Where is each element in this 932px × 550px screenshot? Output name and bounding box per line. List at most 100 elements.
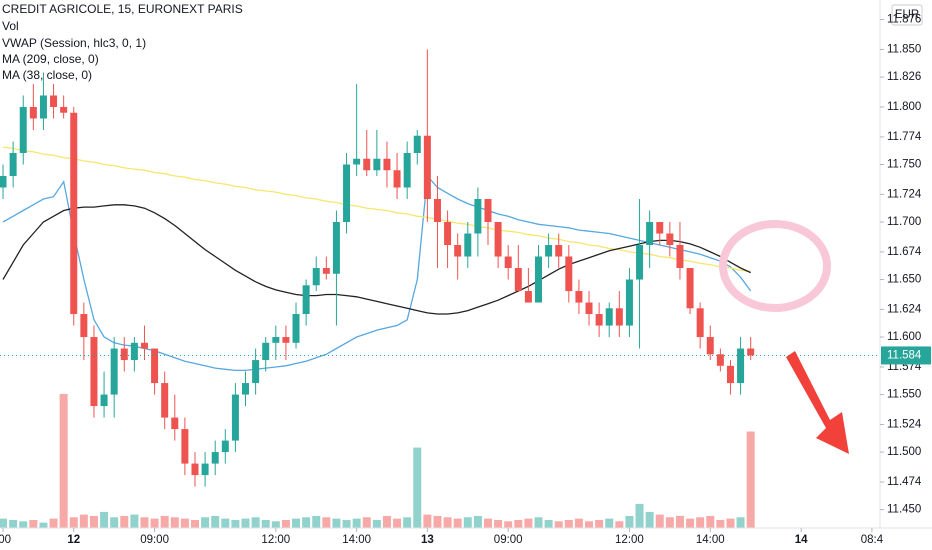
- y-tick-label: 11.826: [887, 71, 921, 83]
- indicator-line: [2, 174, 752, 372]
- volume-bar: [686, 518, 695, 528]
- volume-bar: [160, 515, 169, 528]
- volume-bar: [625, 515, 634, 528]
- candle-body: [332, 222, 340, 274]
- x-tick-label: 12:00: [261, 534, 290, 546]
- volume-bar: [100, 511, 109, 528]
- volume-bar: [382, 515, 391, 528]
- y-tick-label: 11.650: [887, 274, 921, 286]
- candle-body: [171, 417, 179, 430]
- candle-body: [110, 348, 118, 395]
- volume-bar: [0, 518, 8, 528]
- volume-bar: [655, 514, 664, 528]
- volume-bar: [746, 431, 755, 528]
- volume-bar: [372, 519, 381, 528]
- volume-bar: [302, 517, 311, 528]
- volume-bar: [504, 521, 513, 528]
- volume-bar: [201, 517, 210, 528]
- candle-body: [211, 452, 219, 464]
- candle-body: [221, 440, 229, 453]
- volume-bar: [726, 518, 735, 528]
- y-tick-label: 11.500: [887, 446, 921, 458]
- volume-bar: [595, 519, 604, 528]
- volume-bar: [585, 521, 594, 528]
- volume-bar: [696, 517, 705, 528]
- candle-body: [625, 279, 633, 326]
- x-tick-label: :00: [0, 534, 11, 546]
- candle-body: [575, 291, 583, 303]
- volume-bar: [706, 515, 715, 528]
- candle-body: [423, 135, 431, 200]
- volume-bar: [403, 517, 412, 528]
- candle-body: [494, 222, 502, 257]
- candle-body: [747, 348, 755, 356]
- y-tick-label: 11.674: [887, 246, 922, 258]
- candle-body: [535, 256, 543, 303]
- candle-body: [201, 463, 209, 476]
- volume-bar: [413, 447, 422, 528]
- candle-body: [484, 199, 492, 223]
- candle-body: [545, 245, 553, 257]
- volume-bar: [29, 519, 38, 528]
- volume-bar: [292, 518, 301, 528]
- candle-body: [524, 291, 532, 303]
- candle-body: [686, 268, 694, 309]
- volume-bar: [332, 518, 341, 528]
- y-tick-label: 11.624: [887, 303, 922, 315]
- candle-body: [605, 308, 613, 326]
- volume-bar: [9, 519, 18, 528]
- candle-body: [272, 337, 280, 343]
- volume-bar: [221, 518, 230, 528]
- indicator-line: [2, 204, 751, 315]
- volume-bar: [605, 518, 614, 528]
- candle-body: [403, 152, 411, 188]
- candle-body: [706, 337, 714, 355]
- volume-bar: [180, 518, 189, 528]
- volume-bar: [645, 511, 654, 528]
- volume-bar: [473, 515, 482, 528]
- plot-area: [0, 49, 880, 528]
- candle-body: [585, 302, 593, 315]
- candle-body: [292, 314, 300, 343]
- currency[interactable]: EUR: [895, 9, 919, 21]
- volume-bar: [352, 518, 361, 528]
- last-price-box: [881, 346, 931, 365]
- candle-body: [302, 285, 310, 315]
- candle-body: [373, 158, 381, 171]
- candle-body: [676, 245, 684, 269]
- volume-bar: [19, 521, 28, 528]
- volume-bar: [261, 519, 270, 528]
- volume-bar: [69, 517, 78, 528]
- candle-body: [474, 199, 482, 234]
- candle-body: [666, 233, 674, 246]
- volume-bar: [554, 521, 563, 528]
- volume-bar: [483, 518, 492, 528]
- candle-body: [565, 256, 573, 292]
- volume-bar: [110, 517, 119, 528]
- candle-body: [393, 170, 401, 188]
- volume-bar: [130, 514, 139, 528]
- candle-body: [312, 268, 320, 286]
- volume-bar: [39, 522, 48, 528]
- y-tick-label: 11.724: [887, 188, 922, 200]
- last-price-label: 11.584: [887, 349, 922, 361]
- volume-bar: [665, 517, 674, 528]
- volume-bar: [615, 521, 624, 528]
- annotation-arrow: [786, 351, 849, 454]
- candle-body: [433, 199, 441, 223]
- candle-body: [726, 365, 734, 384]
- volume-bar: [524, 518, 533, 528]
- candle-body: [151, 348, 159, 384]
- volume-bar: [281, 519, 290, 528]
- volume-bar: [716, 519, 725, 528]
- y-tick-label: 11.700: [887, 216, 921, 228]
- y-tick-label: 11.876: [887, 14, 921, 26]
- candle-body: [191, 463, 199, 476]
- candle-body: [504, 256, 512, 269]
- candle-body: [140, 342, 148, 349]
- volume-bar: [393, 518, 402, 528]
- volume-bar: [312, 515, 321, 528]
- candle-body: [646, 222, 654, 246]
- currency-box[interactable]: [891, 4, 923, 26]
- annotation-circle: [719, 220, 831, 312]
